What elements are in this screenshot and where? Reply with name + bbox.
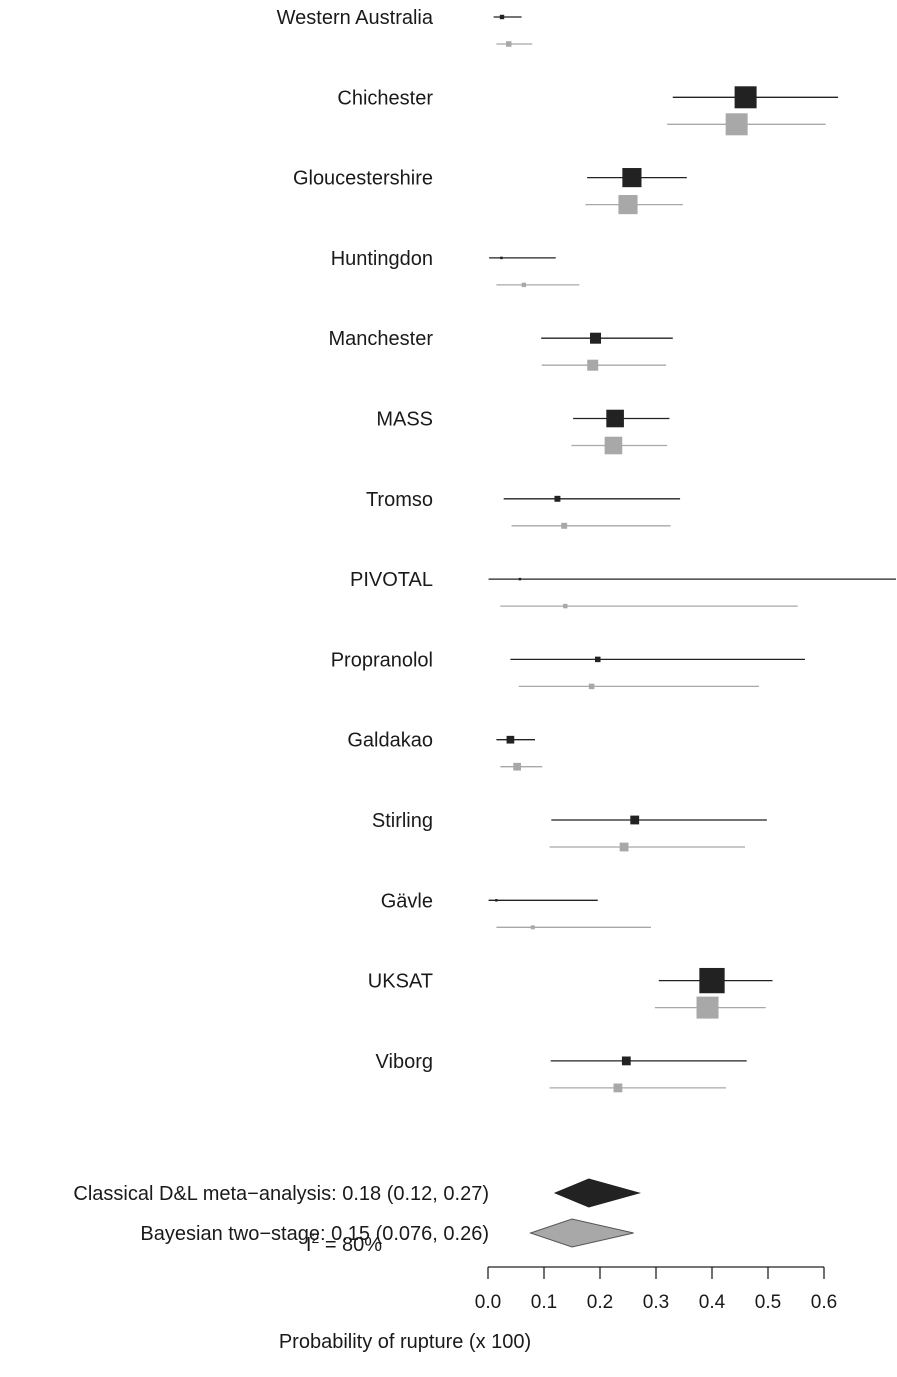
- classical-estimate-box: [630, 815, 640, 825]
- summary-label: Bayesian two−stage: 0.15 (0.076, 0.26): [140, 1223, 489, 1245]
- x-tick-label: 0.3: [643, 1292, 669, 1313]
- study-row: Tromso: [366, 489, 681, 529]
- bayesian-summary-diamond: [528, 1218, 634, 1248]
- study-label: Huntingdon: [331, 248, 433, 270]
- x-tick-label: 0.5: [755, 1292, 781, 1313]
- study-row: Stirling: [372, 810, 767, 852]
- classical-estimate-box: [500, 256, 503, 260]
- study-label: Manchester: [329, 328, 434, 350]
- study-label: UKSAT: [368, 971, 433, 993]
- study-label: Viborg: [376, 1051, 433, 1073]
- bayesian-estimate-box: [588, 683, 595, 690]
- bayesian-estimate-box: [696, 996, 719, 1019]
- x-tick-label: 0.0: [475, 1292, 501, 1313]
- classical-estimate-box: [495, 899, 498, 902]
- study-label: Gloucestershire: [293, 168, 433, 190]
- study-row: Propranolol: [331, 649, 805, 690]
- x-tick-label: 0.6: [811, 1292, 837, 1313]
- study-row: MASS: [376, 409, 670, 455]
- heterogeneity-superscript: 2: [311, 1230, 319, 1246]
- study-row: Galdakao: [347, 730, 543, 771]
- heterogeneity-text: I2 = 80%: [306, 1230, 382, 1256]
- study-label: Western Australia: [277, 7, 434, 29]
- bayesian-estimate-box: [613, 1083, 623, 1093]
- classical-estimate-box: [506, 735, 515, 744]
- study-row: PIVOTAL: [350, 569, 896, 609]
- study-label: Galdakao: [347, 730, 433, 752]
- summary-row: Bayesian two−stage: 0.15 (0.076, 0.26): [140, 1218, 634, 1248]
- study-label: PIVOTAL: [350, 569, 433, 591]
- study-row: Western Australia: [277, 7, 533, 47]
- x-axis-label: Probability of rupture (x 100): [279, 1331, 531, 1353]
- classical-summary-diamond: [553, 1178, 642, 1208]
- study-label: Stirling: [372, 810, 433, 832]
- bayesian-estimate-box: [521, 282, 527, 288]
- bayesian-estimate-box: [618, 195, 638, 215]
- study-label: Propranolol: [331, 649, 433, 671]
- x-tick-label: 0.2: [587, 1292, 613, 1313]
- classical-estimate-box: [734, 86, 757, 109]
- study-label: Gävle: [381, 890, 433, 912]
- summary-row: Classical D&L meta−analysis: 0.18 (0.12,…: [73, 1178, 642, 1208]
- study-row: UKSAT: [368, 967, 773, 1019]
- x-axis: 0.0 0.1 0.2 0.3 0.4 0.5 0.6: [475, 1266, 837, 1313]
- bayesian-estimate-box: [619, 842, 629, 852]
- bayesian-estimate-box: [563, 603, 568, 609]
- study-row: Viborg: [376, 1051, 747, 1093]
- study-label: Tromso: [366, 489, 433, 511]
- classical-estimate-box: [554, 495, 561, 502]
- bayesian-estimate-box: [587, 359, 599, 371]
- bayesian-estimate-box: [505, 41, 512, 47]
- study-label: MASS: [376, 409, 433, 431]
- bayesian-estimate-box: [604, 436, 623, 455]
- study-row: Gloucestershire: [293, 168, 687, 215]
- bayesian-estimate-box: [561, 522, 568, 529]
- heterogeneity-symbol: I: [306, 1234, 312, 1256]
- study-row: Gävle: [381, 890, 651, 930]
- bayesian-estimate-box: [530, 925, 535, 930]
- study-rows: Western Australia Chichester Gloucestershi…: [277, 7, 896, 1093]
- summary-label: Classical D&L meta−analysis: 0.18 (0.12,…: [73, 1183, 489, 1205]
- classical-estimate-box: [518, 577, 522, 581]
- classical-estimate-box: [590, 332, 602, 344]
- x-tick-label: 0.4: [699, 1292, 726, 1313]
- study-label: Chichester: [337, 87, 433, 109]
- x-tick-label: 0.1: [531, 1292, 557, 1313]
- classical-estimate-box: [499, 14, 505, 20]
- study-row: Manchester: [329, 328, 673, 371]
- study-row: Huntingdon: [331, 248, 580, 288]
- classical-estimate-box: [606, 409, 624, 428]
- heterogeneity-value: = 80%: [319, 1234, 382, 1256]
- study-row: Chichester: [337, 86, 838, 136]
- bayesian-estimate-box: [725, 113, 748, 136]
- classical-estimate-box: [699, 967, 725, 994]
- classical-estimate-box: [595, 656, 601, 663]
- summary-diamonds: Classical D&L meta−analysis: 0.18 (0.12,…: [73, 1178, 642, 1248]
- bayesian-estimate-box: [513, 762, 521, 771]
- classical-estimate-box: [622, 168, 642, 188]
- classical-estimate-box: [621, 1056, 631, 1066]
